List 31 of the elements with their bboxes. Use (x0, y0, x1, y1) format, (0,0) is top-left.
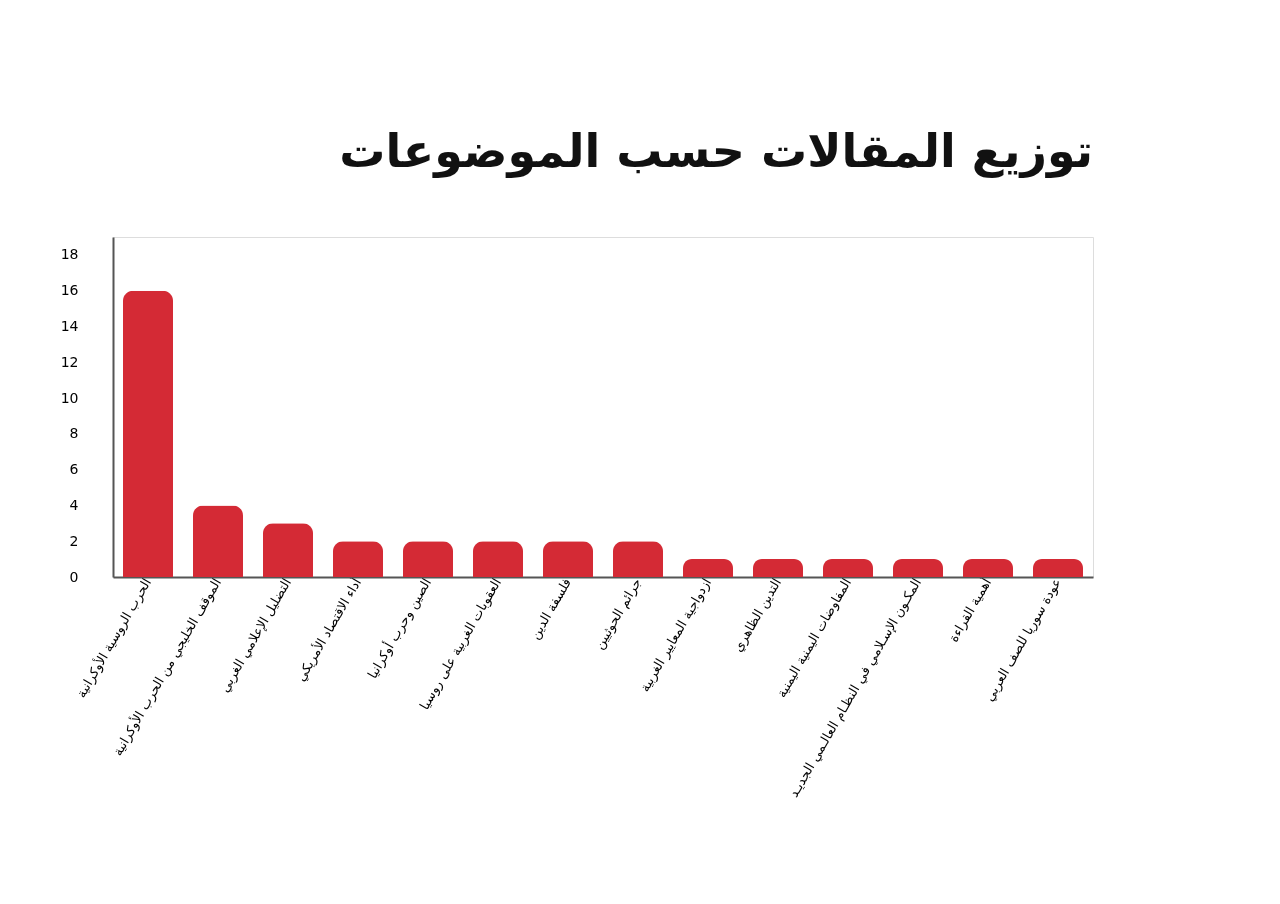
bar (263, 523, 313, 577)
y-tick-label: 10 (60, 389, 79, 406)
x-tick-label: الصين وحرب أوكرانيا (363, 575, 435, 682)
y-tick-label: 14 (60, 317, 79, 334)
chart-title: توزيع المقالات حسب الموضوعات (339, 124, 1093, 178)
bar (963, 559, 1013, 577)
bar (333, 541, 383, 577)
bar (1033, 559, 1083, 577)
bar (683, 559, 733, 577)
bar (753, 559, 803, 577)
bar (893, 559, 943, 577)
bar (123, 290, 173, 577)
bar (193, 505, 243, 577)
y-tick-label: 16 (60, 282, 79, 299)
y-tick-label: 18 (60, 246, 79, 263)
bar (543, 541, 593, 577)
y-tick-label: 2 (69, 532, 79, 549)
bar (823, 559, 873, 577)
bar (613, 541, 663, 577)
x-tick-label: التدين الظاهري (729, 575, 785, 655)
bar (403, 541, 453, 577)
y-tick-label: 8 (69, 425, 79, 442)
x-tick-label: فلسفة الدين (527, 575, 575, 643)
bar (473, 541, 523, 577)
x-tick-label: جرائم الحوثيين (591, 575, 645, 653)
y-tick-label: 12 (60, 353, 79, 370)
x-tick-label: أداء الاقتصاد الأمريكي (292, 575, 365, 685)
x-tick-label: أهمية القراءة (944, 575, 995, 645)
y-tick-label: 0 (69, 568, 79, 585)
y-tick-label: 6 (69, 461, 79, 478)
y-tick-label: 4 (69, 496, 79, 513)
